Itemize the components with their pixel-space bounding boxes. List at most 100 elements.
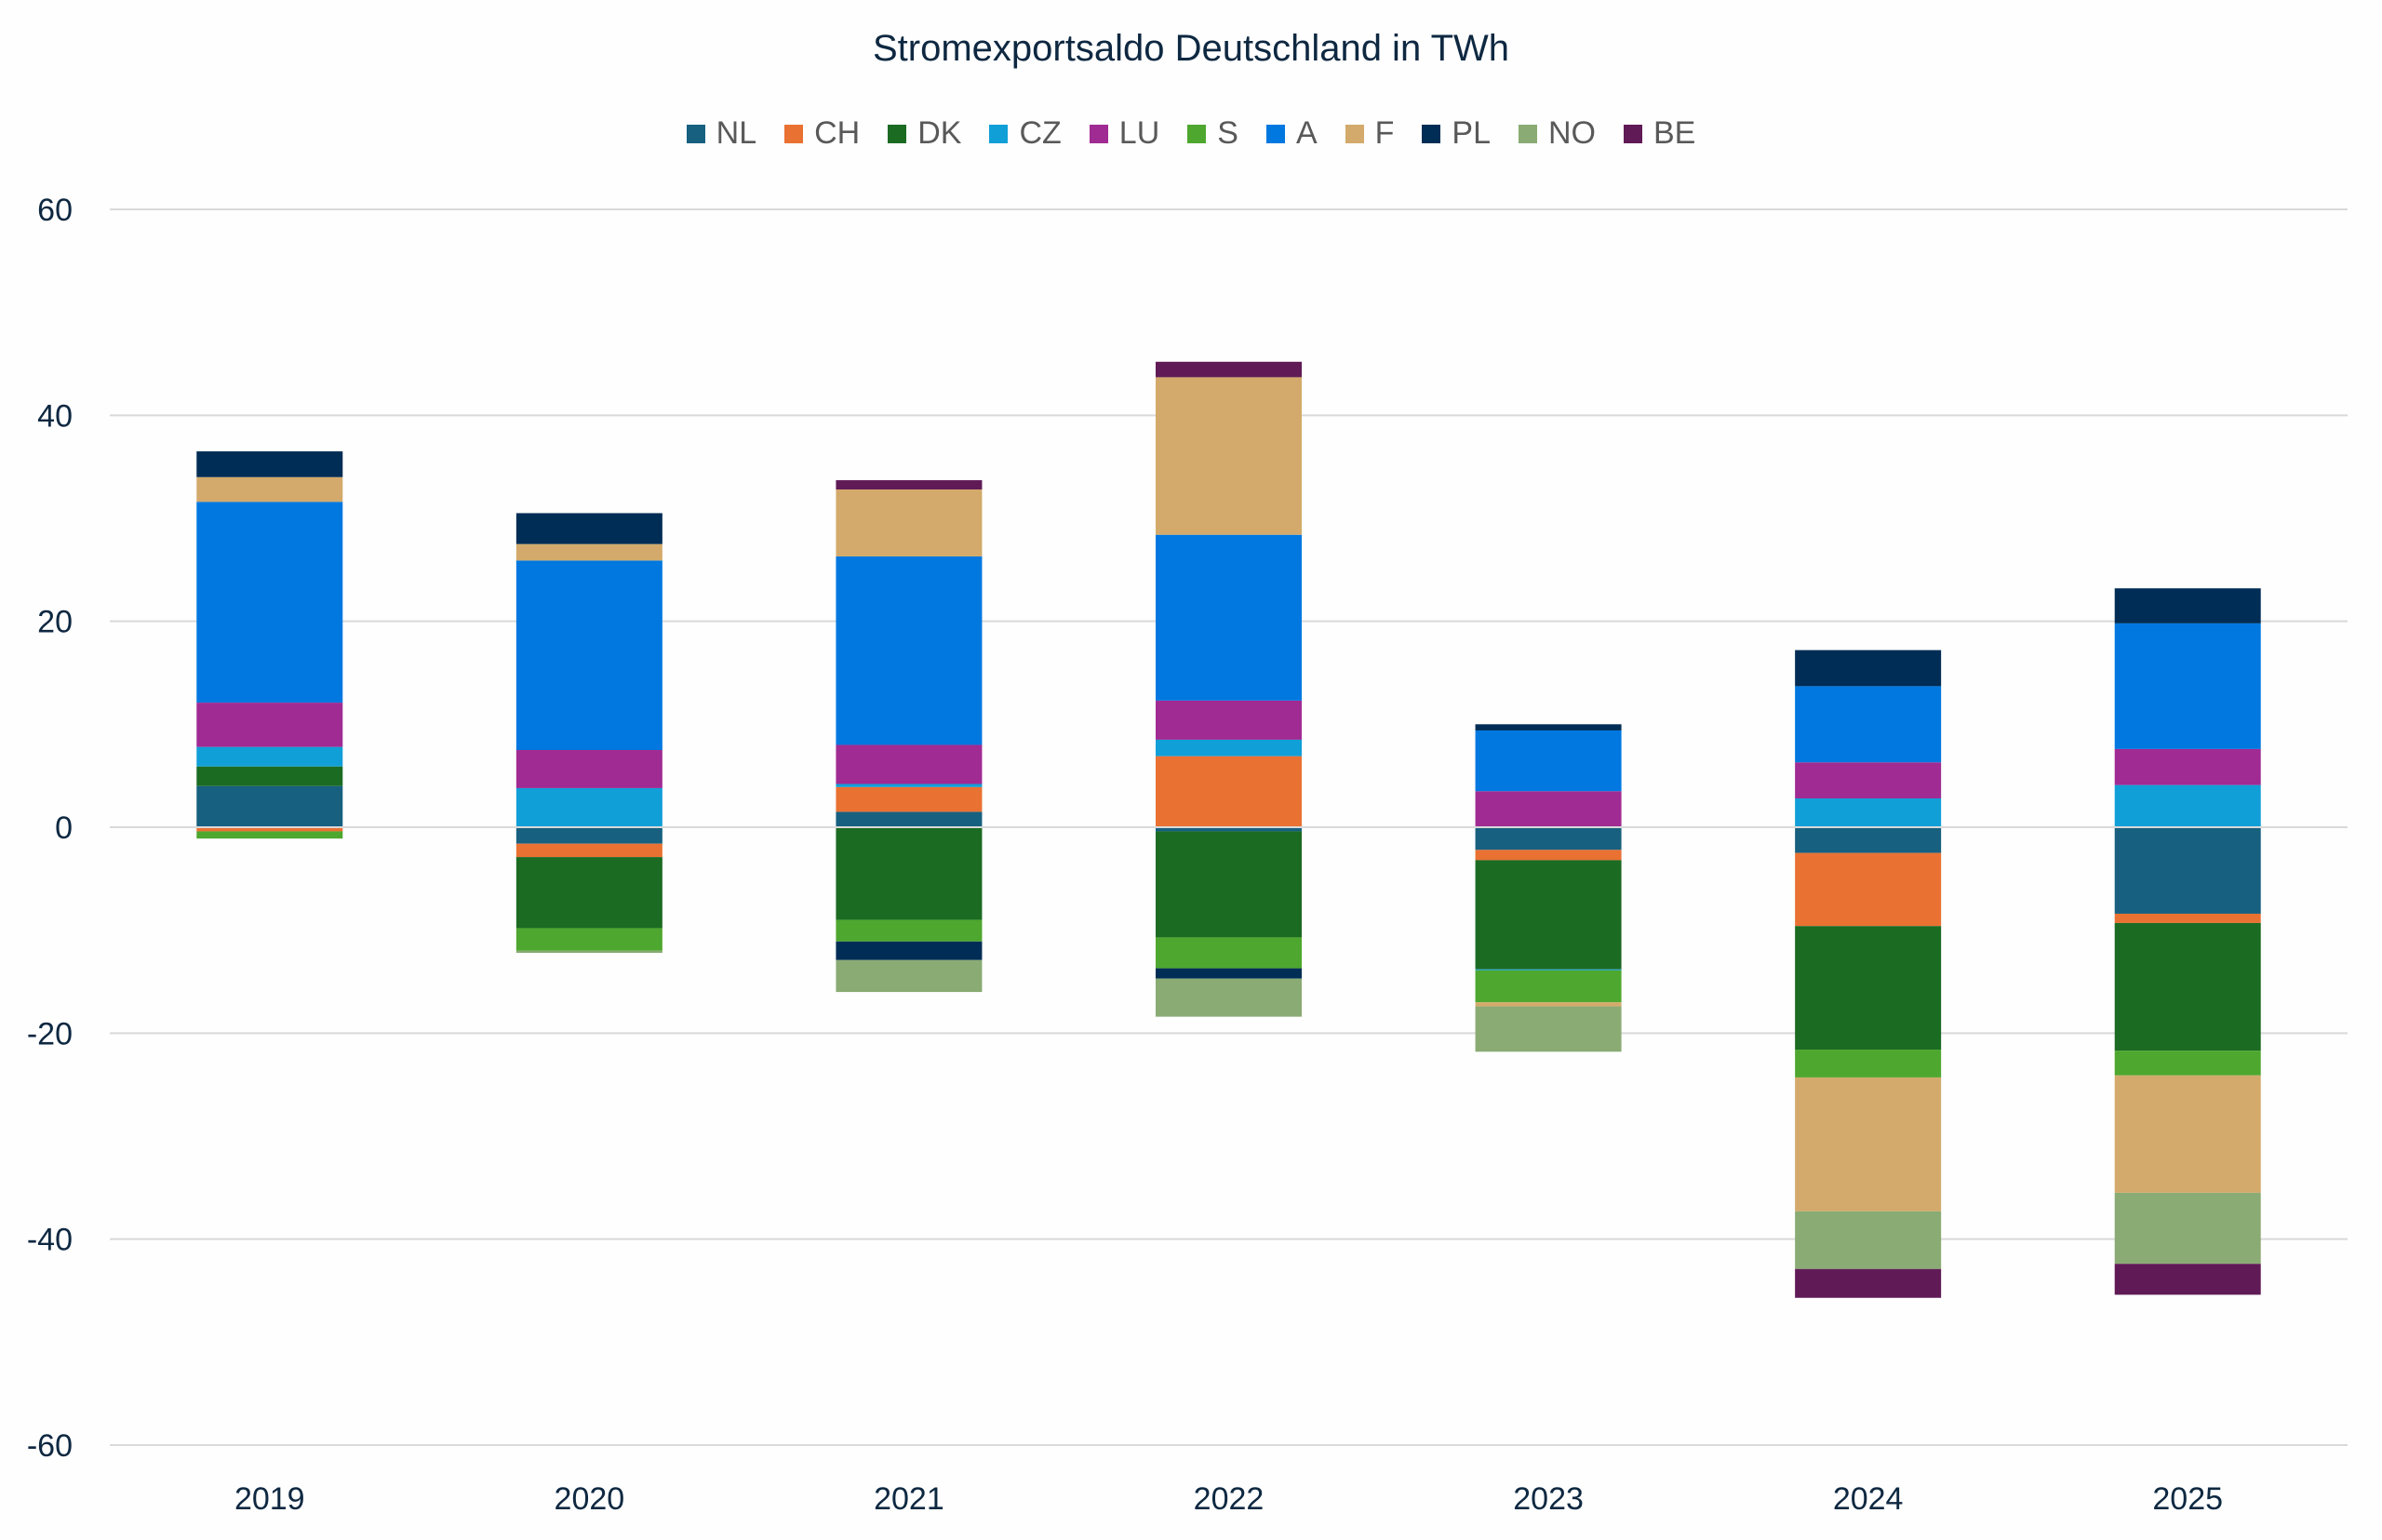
bar-segment-a-2024 bbox=[1795, 686, 1942, 763]
bar-segment-ch-2024 bbox=[1795, 852, 1942, 927]
bar-segment-no-2020 bbox=[515, 950, 662, 954]
bar-segment-cz-2020 bbox=[515, 787, 662, 827]
legend: NL CH DK CZ LU S A F PL NO BE bbox=[0, 115, 2382, 152]
legend-label: NO bbox=[1548, 115, 1596, 151]
y-tick-label: -20 bbox=[27, 1016, 73, 1051]
bar-segment-be-2021 bbox=[836, 480, 983, 490]
bar-segment-a-2025 bbox=[2114, 623, 2261, 749]
bar-segment-s-2022 bbox=[1156, 937, 1302, 969]
bar-segment-cz-2024 bbox=[1795, 798, 1942, 827]
bar-segment-s-2020 bbox=[515, 928, 662, 951]
legend-item: DK bbox=[888, 115, 961, 152]
bar-segment-be-2022 bbox=[1156, 361, 1302, 378]
bar-segment-lu-2024 bbox=[1795, 762, 1942, 799]
legend-swatch bbox=[1345, 124, 1364, 143]
bar-segment-no-2024 bbox=[1795, 1211, 1942, 1269]
bar-segment-a-2020 bbox=[515, 560, 662, 750]
legend-label: F bbox=[1374, 115, 1395, 151]
y-tick-label: 0 bbox=[55, 810, 73, 846]
bar-segment-pl-2019 bbox=[196, 451, 343, 477]
legend-swatch bbox=[686, 124, 705, 143]
legend-swatch bbox=[1187, 124, 1207, 143]
x-tick-label: 2021 bbox=[874, 1481, 944, 1517]
bar-segment-a-2021 bbox=[836, 556, 983, 745]
legend-item: CH bbox=[784, 115, 860, 152]
bar-segment-f-2021 bbox=[836, 489, 983, 556]
bar-segment-dk-2024 bbox=[1795, 926, 1942, 1051]
legend-swatch bbox=[1624, 124, 1642, 143]
legend-label: BE bbox=[1653, 115, 1696, 151]
bar-segment-no-2021 bbox=[836, 959, 983, 993]
legend-label: A bbox=[1295, 115, 1318, 151]
legend-item: PL bbox=[1422, 115, 1491, 152]
bar-segment-dk-2021 bbox=[836, 827, 983, 920]
bar-segment-ch-2022 bbox=[1156, 756, 1302, 827]
bar-segment-no-2022 bbox=[1156, 978, 1302, 1017]
legend-label: LU bbox=[1118, 115, 1160, 151]
x-tick-label: 2019 bbox=[234, 1481, 305, 1517]
bar-segment-pl-2022 bbox=[1156, 968, 1302, 979]
bar-segment-lu-2023 bbox=[1475, 791, 1622, 827]
bar-segment-nl-2023 bbox=[1475, 827, 1622, 850]
x-tick-label: 2025 bbox=[2152, 1481, 2223, 1517]
bar-segment-nl-2020 bbox=[515, 827, 662, 844]
bar-segment-lu-2019 bbox=[196, 703, 343, 747]
bar-segment-pl-2023 bbox=[1475, 724, 1622, 730]
y-tick-label: 40 bbox=[37, 398, 73, 434]
legend-swatch bbox=[1519, 124, 1537, 143]
bar-segment-a-2019 bbox=[196, 502, 343, 703]
bar-segment-dk-2019 bbox=[196, 766, 343, 786]
bar-segment-ch-2023 bbox=[1475, 850, 1622, 861]
legend-item: BE bbox=[1624, 115, 1695, 152]
bar-segment-dk-2023 bbox=[1475, 860, 1622, 970]
bar-segment-ch-2021 bbox=[836, 786, 983, 812]
legend-label: CH bbox=[814, 115, 861, 151]
bar-segment-lu-2021 bbox=[836, 744, 983, 784]
bar-segment-be-2024 bbox=[1795, 1268, 1942, 1298]
bar-segment-a-2023 bbox=[1475, 730, 1622, 792]
x-tick-label: 2023 bbox=[1513, 1481, 1584, 1517]
bar-segment-f-2024 bbox=[1795, 1077, 1942, 1212]
bar-segment-nl-2019 bbox=[196, 785, 343, 827]
legend-item: F bbox=[1345, 115, 1395, 152]
bar-segment-no-2025 bbox=[2114, 1192, 2261, 1265]
bar-segment-cz-2025 bbox=[2114, 784, 2261, 827]
y-tick-label: -40 bbox=[27, 1223, 73, 1258]
legend-item: NO bbox=[1519, 115, 1596, 152]
bar-segment-nl-2025 bbox=[2114, 827, 2261, 914]
bar-segment-dk-2022 bbox=[1156, 831, 1302, 938]
bar-segment-f-2020 bbox=[515, 543, 662, 561]
x-tick-label: 2020 bbox=[555, 1481, 625, 1517]
legend-swatch bbox=[888, 124, 907, 143]
legend-swatch bbox=[1265, 124, 1285, 143]
bar-segment-lu-2025 bbox=[2114, 748, 2261, 785]
legend-item: LU bbox=[1089, 115, 1160, 152]
legend-swatch bbox=[1089, 124, 1108, 143]
bar-segment-s-2023 bbox=[1475, 970, 1622, 1003]
legend-item: S bbox=[1187, 115, 1238, 152]
bar-segment-ch-2025 bbox=[2114, 913, 2261, 923]
legend-label: NL bbox=[716, 115, 757, 151]
bar-segment-f-2019 bbox=[196, 476, 343, 502]
legend-label: S bbox=[1217, 115, 1238, 151]
legend-label: DK bbox=[917, 115, 962, 151]
bar-segment-cz-2019 bbox=[196, 746, 343, 767]
bar-segment-a-2022 bbox=[1156, 534, 1302, 701]
chart-title: Stromexportsaldo Deutschland in TWh bbox=[872, 28, 1510, 69]
bar-segment-lu-2020 bbox=[515, 750, 662, 788]
bar-segment-s-2024 bbox=[1795, 1050, 1942, 1078]
legend-label: CZ bbox=[1019, 115, 1062, 151]
bar-segment-pl-2025 bbox=[2114, 588, 2261, 623]
legend-item: CZ bbox=[989, 115, 1062, 152]
bar-segment-dk-2020 bbox=[515, 857, 662, 929]
legend-item: A bbox=[1265, 115, 1318, 152]
legend-label: PL bbox=[1452, 115, 1491, 151]
bar-segment-pl-2021 bbox=[836, 941, 983, 960]
y-tick-label: 20 bbox=[37, 605, 73, 640]
bar-segment-ch-2019 bbox=[196, 827, 343, 832]
bar-segment-f-2023 bbox=[1475, 1002, 1622, 1007]
bar-segment-nl-2022 bbox=[1156, 827, 1302, 832]
bar-segment-pl-2024 bbox=[1795, 649, 1942, 687]
bar-segment-cz-2021 bbox=[836, 783, 983, 787]
